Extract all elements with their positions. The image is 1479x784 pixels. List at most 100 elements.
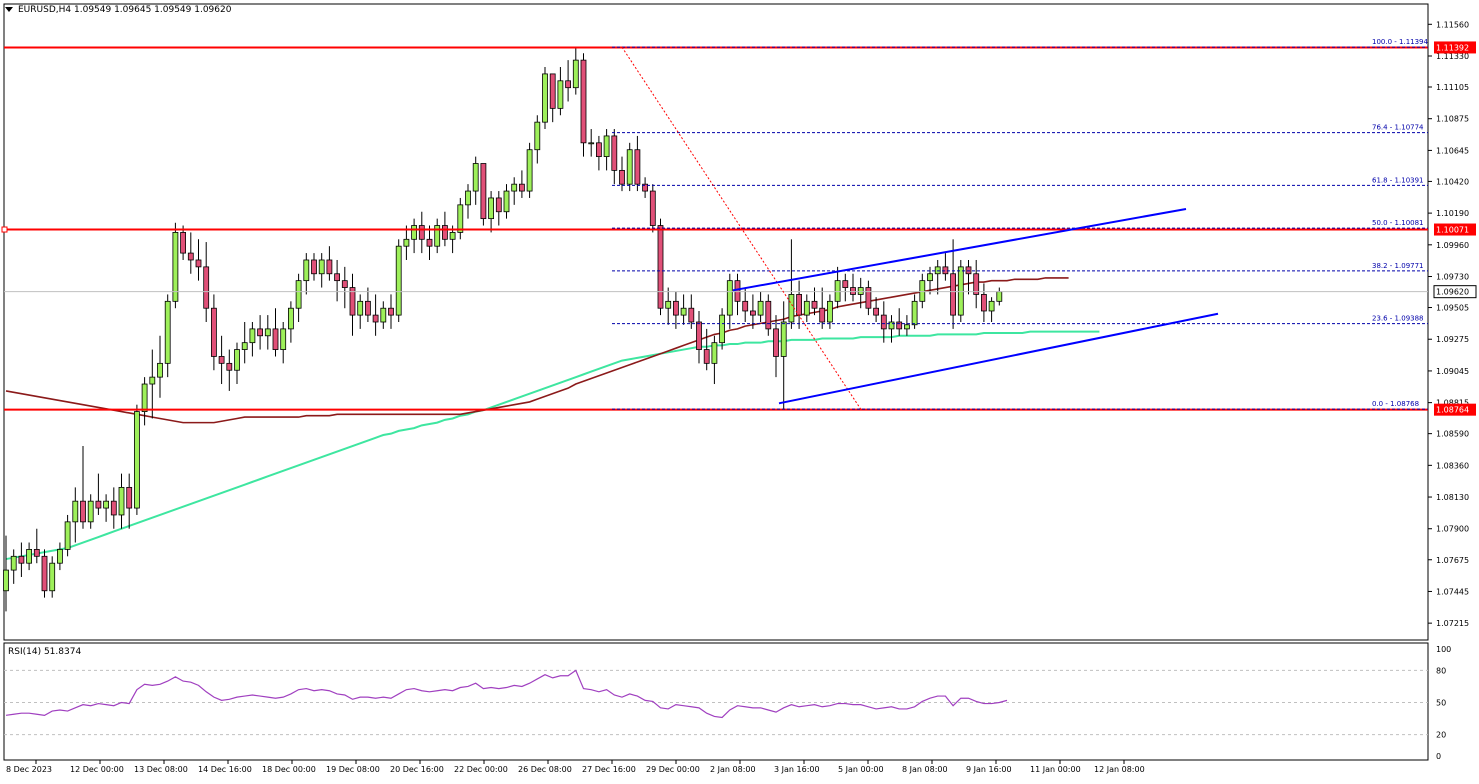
candle bbox=[580, 53, 587, 157]
candle bbox=[750, 294, 756, 329]
candle bbox=[981, 283, 987, 322]
price-tick-label: 1.07675 bbox=[1436, 556, 1469, 565]
candle bbox=[549, 73, 556, 123]
candle-body bbox=[249, 328, 256, 344]
candle-body bbox=[234, 349, 240, 371]
candle bbox=[934, 259, 941, 295]
candle-body bbox=[364, 300, 371, 316]
candle bbox=[873, 297, 879, 322]
candle-body bbox=[542, 73, 548, 123]
price-level-badge bbox=[1434, 403, 1476, 416]
time-tick-label: 8 Dec 2023 bbox=[6, 765, 52, 774]
fibonacci-level-label: 76.4 - 1.10774 bbox=[1372, 124, 1424, 132]
candle bbox=[164, 294, 171, 378]
candle-body bbox=[157, 362, 163, 378]
candle-body bbox=[619, 169, 625, 185]
candle-body bbox=[303, 259, 310, 282]
rsi-tick-label: 80 bbox=[1436, 666, 1446, 675]
candle-body bbox=[634, 149, 641, 185]
candle bbox=[488, 191, 495, 233]
candle-body bbox=[311, 259, 317, 275]
candle bbox=[503, 184, 510, 219]
candle bbox=[780, 301, 787, 411]
candle bbox=[703, 328, 710, 371]
candle bbox=[511, 177, 518, 205]
candle-body bbox=[734, 280, 741, 302]
candle-body bbox=[411, 225, 418, 240]
candle-body bbox=[796, 294, 802, 316]
candle-body bbox=[149, 376, 156, 385]
time-tick-label: 2 Jan 08:00 bbox=[710, 765, 756, 774]
candle bbox=[388, 294, 394, 329]
candle bbox=[95, 473, 102, 515]
symbol-menu-arrow-icon[interactable] bbox=[5, 7, 13, 12]
candle bbox=[896, 308, 903, 336]
rsi-line bbox=[5, 669, 1008, 719]
candle bbox=[773, 315, 779, 378]
candle-body bbox=[26, 549, 33, 564]
candle-body bbox=[341, 280, 348, 288]
price-tick-label: 1.07900 bbox=[1436, 525, 1469, 534]
price-level-badge-label: 1.08764 bbox=[1436, 406, 1469, 415]
candle-body bbox=[295, 280, 302, 309]
candle-body bbox=[557, 80, 564, 109]
candle bbox=[988, 297, 995, 322]
candle bbox=[495, 191, 502, 226]
candle-body bbox=[395, 245, 402, 316]
price-level-badge-label: 1.10071 bbox=[1436, 226, 1469, 235]
candle-body bbox=[981, 294, 987, 312]
candle bbox=[10, 549, 17, 584]
candle bbox=[950, 239, 956, 329]
candle bbox=[80, 446, 86, 529]
candle bbox=[218, 335, 225, 385]
candle bbox=[796, 280, 802, 329]
candle-body bbox=[326, 259, 333, 275]
candle bbox=[649, 184, 656, 233]
price-tick-label: 1.09275 bbox=[1436, 335, 1469, 344]
candle-body bbox=[780, 321, 787, 357]
candle bbox=[195, 239, 202, 281]
price-tick-label: 1.10190 bbox=[1436, 209, 1469, 218]
candle-body bbox=[418, 225, 425, 240]
candle bbox=[411, 218, 418, 254]
time-tick-label: 12 Jan 08:00 bbox=[1094, 765, 1145, 774]
price-tick-label: 1.09730 bbox=[1436, 273, 1469, 282]
candle bbox=[557, 67, 564, 116]
price-tick-label: 1.10420 bbox=[1436, 177, 1469, 186]
candle bbox=[596, 135, 602, 171]
candle-body bbox=[33, 549, 40, 557]
candle-body bbox=[819, 307, 826, 323]
candle bbox=[395, 239, 402, 322]
candle bbox=[87, 494, 94, 529]
candle-body bbox=[272, 328, 279, 350]
time-tick-label: 5 Jan 00:00 bbox=[838, 765, 884, 774]
candle bbox=[418, 211, 425, 254]
candle-body bbox=[649, 190, 656, 226]
candle-body bbox=[549, 73, 556, 109]
candle bbox=[257, 315, 264, 350]
candle bbox=[203, 242, 210, 322]
candle bbox=[226, 349, 233, 391]
time-tick-label: 18 Dec 00:00 bbox=[262, 765, 316, 774]
price-tick-label: 1.11560 bbox=[1436, 20, 1469, 29]
candle-body bbox=[811, 300, 818, 309]
time-tick-label: 27 Dec 16:00 bbox=[582, 765, 636, 774]
candle-body bbox=[603, 135, 610, 158]
price-tick-label: 1.11105 bbox=[1436, 83, 1469, 92]
candle-body bbox=[665, 300, 672, 309]
candle bbox=[241, 322, 248, 364]
candle bbox=[311, 253, 317, 281]
candle-body bbox=[465, 190, 471, 206]
candle bbox=[234, 342, 240, 385]
candle bbox=[72, 487, 79, 543]
time-tick-label: 8 Jan 08:00 bbox=[902, 765, 948, 774]
candle-body bbox=[3, 569, 9, 592]
candle bbox=[133, 404, 140, 515]
candle bbox=[911, 294, 918, 329]
candle-body bbox=[203, 266, 210, 309]
candle-body bbox=[226, 362, 233, 371]
candle-body bbox=[457, 204, 464, 233]
candle-body bbox=[904, 324, 910, 330]
time-tick-label: 13 Dec 08:00 bbox=[134, 765, 188, 774]
